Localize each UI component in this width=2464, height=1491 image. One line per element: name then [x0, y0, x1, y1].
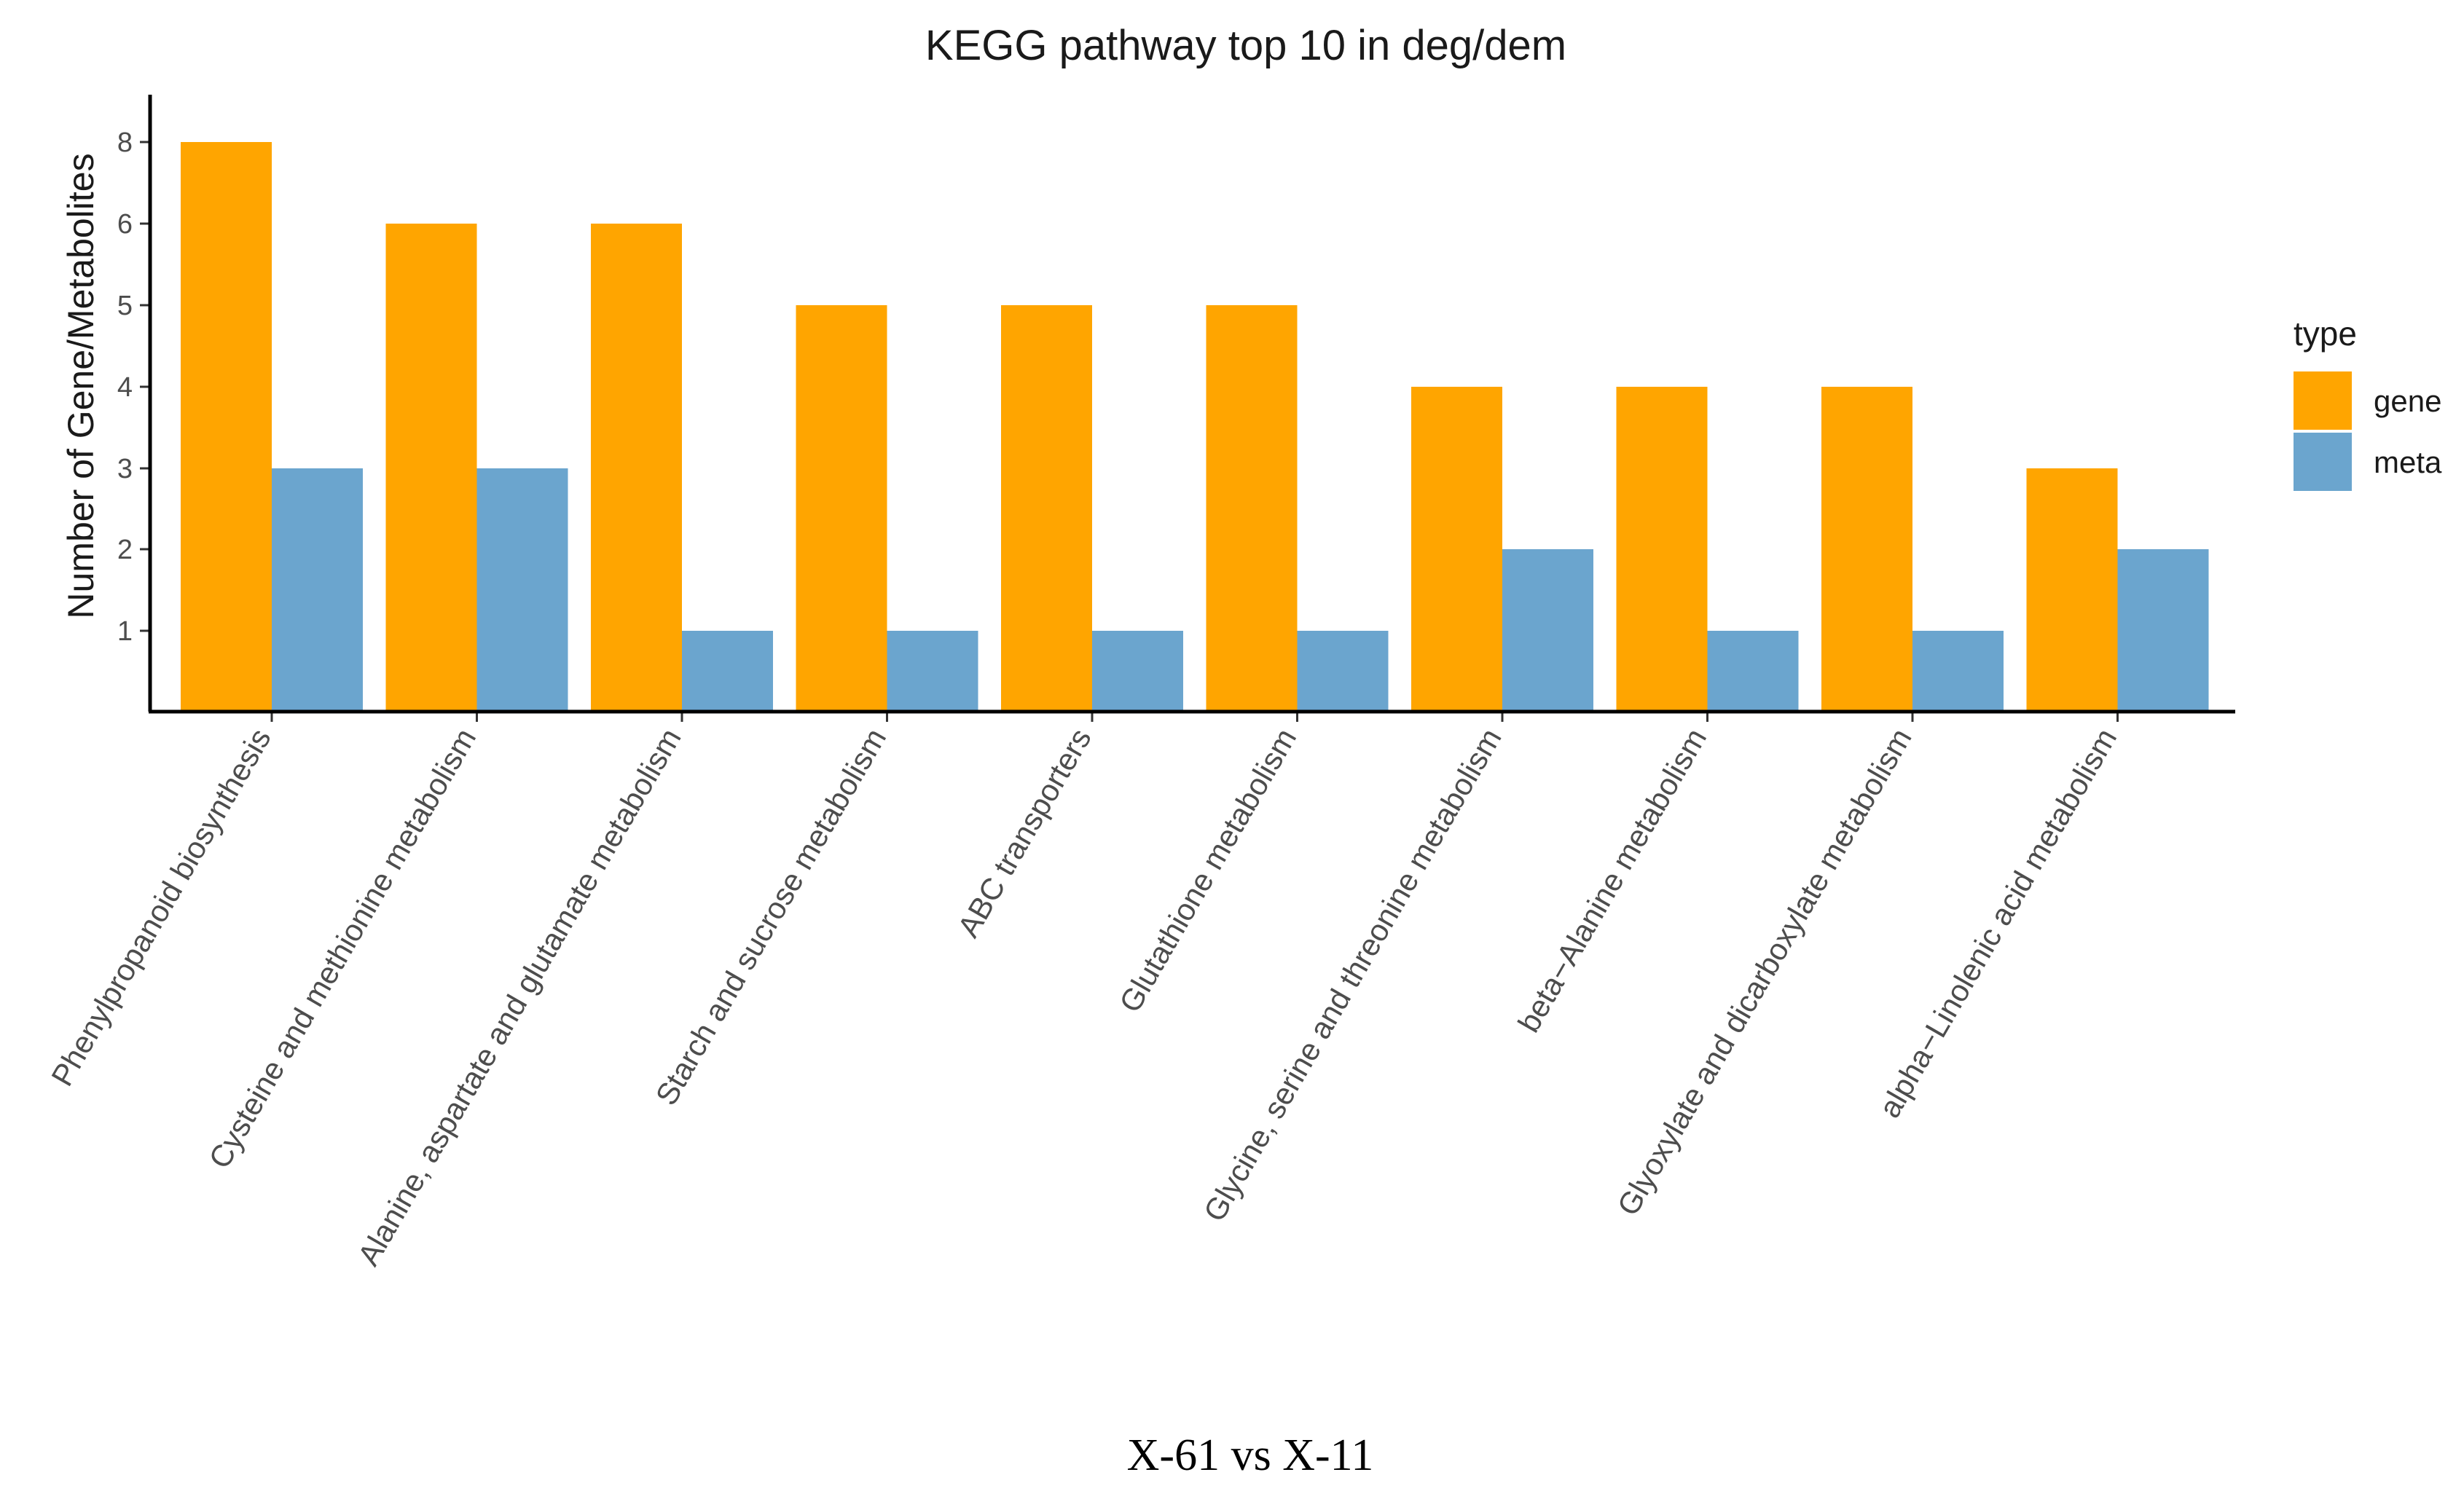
legend-label-gene: gene	[2374, 384, 2441, 418]
bar-gene	[1616, 387, 1708, 712]
x-tick-label: Glutathione metabolism	[1113, 723, 1303, 1018]
bar-meta	[1502, 549, 1593, 712]
x-tick-label: Alanine, aspartate and glutamate metabol…	[351, 723, 688, 1271]
bar-meta	[1707, 631, 1799, 712]
bar-meta	[272, 468, 363, 712]
bar-gene	[1411, 387, 1502, 712]
bar-meta	[1912, 631, 2004, 712]
x-tick-label: ABC transporters	[951, 723, 1098, 943]
bar-meta	[887, 631, 978, 712]
bar-gene	[591, 224, 682, 712]
chart-title: KEGG pathway top 10 in deg/dem	[925, 22, 1566, 69]
figure-caption: X-61 vs X-11	[1127, 1431, 1374, 1480]
y-tick-label: 5	[117, 291, 133, 321]
bar-gene	[796, 305, 887, 712]
bar-meta	[2117, 549, 2209, 712]
y-tick-label: 3	[117, 454, 133, 484]
bar-gene	[1821, 387, 1912, 712]
x-tick-label: alpha−Linolenic acid metabolism	[1872, 723, 2123, 1123]
y-tick-label: 4	[117, 372, 133, 403]
y-tick-label: 2	[117, 535, 133, 565]
y-tick-label: 1	[117, 616, 133, 647]
bar-meta	[682, 631, 773, 712]
bar-gene	[1206, 305, 1298, 712]
legend-swatch-meta	[2294, 433, 2352, 491]
legend-title: type	[2294, 315, 2357, 353]
x-tick-label: Starch and sucrose metabolism	[648, 723, 892, 1111]
x-tick-label: beta−Alanine metabolism	[1511, 723, 1713, 1038]
legend: type gene meta	[2294, 315, 2442, 491]
x-tick-label: Phenylpropanoid biosynthesis	[44, 723, 278, 1092]
legend-label-meta: meta	[2374, 445, 2442, 479]
legend-swatch-gene	[2294, 371, 2352, 430]
bar-meta	[1092, 631, 1183, 712]
bar-gene	[1001, 305, 1092, 712]
y-tick-label: 8	[117, 127, 133, 158]
bar-meta	[476, 468, 568, 712]
bar-gene	[181, 142, 272, 712]
bar-meta	[1297, 631, 1389, 712]
y-tick-label: 6	[117, 209, 133, 240]
bar-gene	[2026, 468, 2118, 712]
y-axis-title: Number of Gene/Metabolites	[60, 153, 101, 618]
bar-gene	[385, 224, 477, 712]
